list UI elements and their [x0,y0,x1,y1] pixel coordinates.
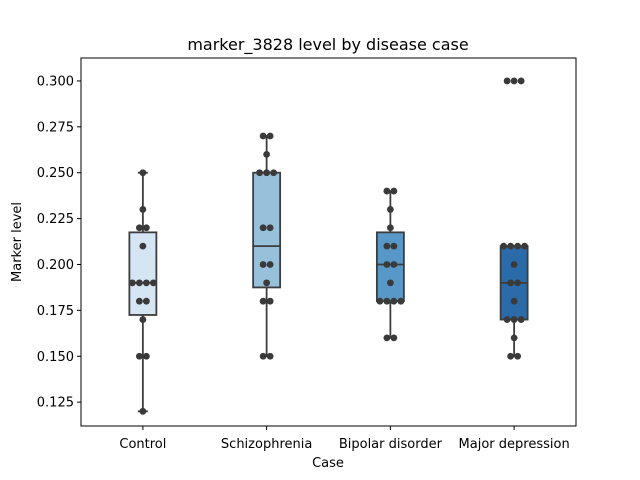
x-tick-label: Control [119,437,166,452]
data-point [383,187,391,195]
data-point [390,297,398,305]
y-axis: 0.125 0.150 0.175 0.200 0.225 0.250 0.275 0.300 [37,74,81,411]
data-point [390,242,398,250]
data-point [266,132,274,140]
data-point [383,334,391,342]
data-point [142,279,150,287]
data-point [142,297,150,305]
data-point [500,242,508,250]
data-point [383,297,391,305]
data-point [259,224,267,232]
data-point [135,224,143,232]
data-point [263,150,271,158]
data-point [263,279,271,287]
data-point [503,316,511,323]
data-point [510,77,518,85]
data-point [397,297,405,305]
y-tick-label: 0.200 [37,258,74,273]
box-group [375,187,405,342]
data-point [259,261,267,268]
data-point [259,352,267,360]
data-point [390,187,398,195]
data-point [510,316,518,323]
data-point [390,261,398,268]
data-point [514,242,522,250]
data-point [139,316,147,323]
data-point [139,242,147,250]
box-group [252,132,282,360]
data-point [521,242,529,250]
y-axis-label: Marker level [10,202,25,282]
data-point [517,316,525,323]
data-point [514,279,522,287]
data-point [386,279,394,287]
box-iqr [375,231,405,303]
data-point [139,407,147,415]
data-point [383,261,391,268]
data-point [270,169,278,177]
data-point [135,352,143,360]
data-point [383,242,391,250]
data-point [507,352,515,360]
data-point [259,132,267,140]
data-point [510,297,518,305]
data-point [263,169,271,177]
data-point [510,334,518,342]
y-tick-label: 0.150 [37,350,74,365]
plot-frame [80,57,577,427]
data-point [266,261,274,268]
x-tick-label: Schizophrenia [221,437,312,452]
x-tick-label: Major depression [459,437,570,452]
data-point [386,224,394,232]
data-point [135,297,143,305]
data-point [517,77,525,85]
y-tick-label: 0.125 [37,396,74,411]
data-point [507,279,515,287]
data-point [139,206,147,213]
box-group [128,169,158,415]
x-axis: Control Schizophrenia Bipolar disorder Majo… [119,426,570,452]
data-point [139,169,147,177]
data-point [503,77,511,85]
data-point [514,352,522,360]
data-point [135,279,143,287]
data-point [149,279,157,287]
y-tick-label: 0.250 [37,166,74,181]
box-iqr [252,171,282,289]
y-tick-label: 0.175 [37,304,74,319]
data-point [259,297,267,305]
x-tick-label: Bipolar disorder [339,437,443,452]
data-point [142,224,150,232]
data-point [266,297,274,305]
data-point [386,206,394,213]
data-point [142,352,150,360]
y-tick-label: 0.275 [37,120,74,135]
data-point [376,297,384,305]
box-group [499,77,529,360]
y-tick-label: 0.300 [37,74,74,89]
y-tick-label: 0.225 [37,212,74,227]
data-point [510,261,518,268]
data-point [266,352,274,360]
data-point [128,279,136,287]
data-point [507,242,515,250]
data-point [256,169,264,177]
x-axis-label: Case [312,456,344,471]
data-point [390,334,398,342]
data-point [266,224,274,232]
chart-title: marker_3828 level by disease case [187,35,468,55]
plot-area [128,77,529,415]
